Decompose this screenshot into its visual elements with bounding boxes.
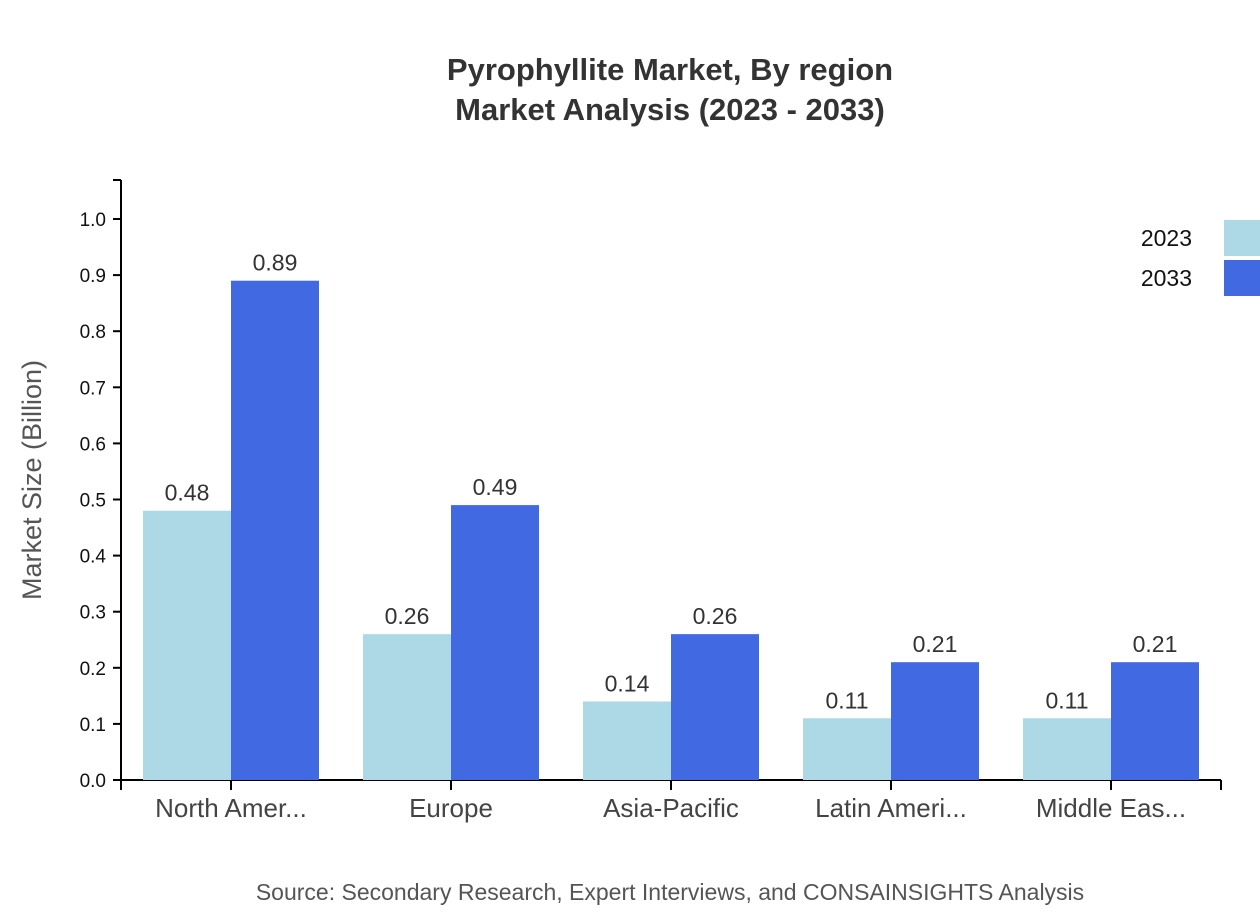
bar-2033-4	[1111, 662, 1199, 780]
bar-value-label: 0.11	[825, 687, 868, 713]
y-tick-label: 1.0	[80, 210, 106, 231]
x-tick-label: Europe	[409, 793, 493, 823]
legend-swatch	[1224, 260, 1260, 296]
y-axis-label: Market Size (Billion)	[17, 360, 47, 600]
y-tick-label: 0.6	[80, 434, 106, 455]
bar-2033-0	[231, 280, 319, 780]
bar-2023-4	[1023, 718, 1111, 780]
bar-value-label: 0.11	[1045, 687, 1088, 713]
y-tick-label: 0.7	[80, 378, 106, 399]
bar-2033-2	[671, 634, 759, 780]
x-tick-label: Middle Eas...	[1036, 793, 1186, 823]
bar-value-label: 0.26	[385, 603, 430, 629]
y-tick-label: 0.3	[80, 603, 106, 624]
y-tick-label: 0.0	[80, 771, 106, 792]
chart-subtitle: Market Analysis (2023 - 2033)	[455, 92, 885, 127]
bar-value-label: 0.49	[473, 474, 518, 500]
bar-value-label: 0.21	[913, 631, 958, 657]
bar-value-label: 0.89	[253, 250, 298, 276]
y-tick-label: 0.2	[80, 659, 106, 680]
bar-2023-1	[363, 634, 451, 780]
bar-2023-0	[143, 510, 231, 780]
bar-value-label: 0.21	[1133, 631, 1178, 657]
bar-2033-3	[891, 662, 979, 780]
legend-label: 2033	[1141, 265, 1192, 291]
y-tick-label: 0.1	[80, 715, 106, 736]
y-tick-label: 0.9	[80, 266, 106, 287]
source-note: Source: Secondary Research, Expert Inter…	[256, 879, 1084, 905]
x-tick-label: North Amer...	[155, 793, 307, 823]
x-axis: North Amer... Europe Asia-Pacific Latin Ame…	[120, 779, 1222, 823]
bars: 0.48 0.26 0.14 0.11 0.11 0.89 0.49 0.26 0.21 0.21	[143, 250, 1199, 780]
bar-value-label: 0.48	[165, 480, 210, 506]
bar-2023-3	[803, 718, 891, 780]
bar-2023-2	[583, 701, 671, 780]
x-tick-label: Asia-Pacific	[603, 793, 739, 823]
y-tick-label: 0.8	[80, 322, 106, 343]
bar-value-label: 0.26	[693, 603, 738, 629]
y-tick-label: 0.5	[80, 491, 106, 512]
legend-swatch	[1224, 220, 1260, 256]
y-axis: 0.0 0.1 0.2 0.3 0.4 0.5 0.6 0.7 0.8 0.9 1.0	[80, 179, 122, 792]
chart-title: Pyrophyllite Market, By region	[447, 52, 893, 87]
bar-value-label: 0.14	[605, 670, 650, 696]
legend-label: 2023	[1141, 225, 1192, 251]
y-tick-label: 0.4	[80, 547, 107, 568]
bar-2033-1	[451, 505, 539, 780]
legend: 2023 2033	[1141, 220, 1260, 296]
x-tick-label: Latin Ameri...	[815, 793, 967, 823]
